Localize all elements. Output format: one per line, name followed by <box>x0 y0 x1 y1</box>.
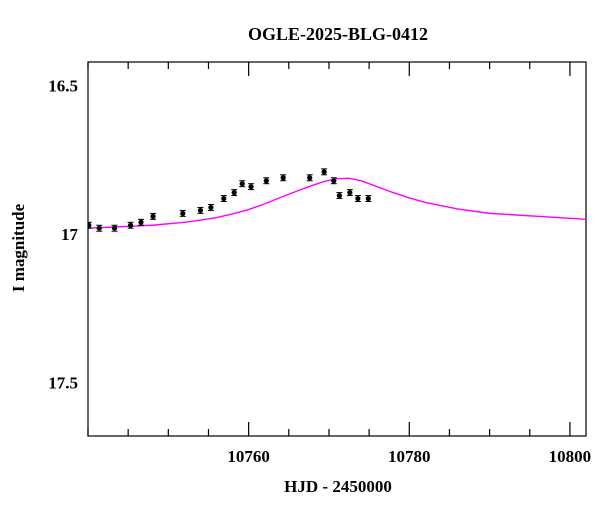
data-points <box>88 168 372 232</box>
x-axis-tick-labels: 10760 10780 10800 <box>227 447 591 466</box>
data-point <box>354 195 361 203</box>
data-point <box>111 224 118 232</box>
data-point-marker <box>239 181 245 187</box>
data-point-marker <box>127 222 134 228</box>
data-point <box>197 206 204 214</box>
data-point-marker <box>248 184 254 190</box>
data-point-marker <box>365 195 371 202</box>
x-tick-label: 10800 <box>549 447 592 466</box>
data-point <box>179 209 186 217</box>
data-point-marker <box>88 222 92 228</box>
y-tick-label: 17.5 <box>48 374 78 393</box>
data-point-marker <box>180 210 186 216</box>
model-curve <box>88 177 586 229</box>
data-point-marker <box>138 219 144 225</box>
x-axis-ticks <box>87 62 571 436</box>
data-point <box>239 180 246 188</box>
plot-content <box>88 168 586 232</box>
data-point-marker <box>321 169 327 175</box>
data-point <box>248 183 255 191</box>
data-point <box>336 192 343 200</box>
chart-title: OGLE-2025-BLG-0412 <box>248 24 428 44</box>
data-point <box>321 168 328 176</box>
y-tick-label: 17 <box>61 225 79 244</box>
data-point <box>280 174 287 182</box>
data-point-marker <box>111 225 118 231</box>
x-tick-label: 10760 <box>227 447 270 466</box>
data-point <box>306 174 313 182</box>
y-axis-tick-labels: 16.5 17 17.5 <box>48 77 78 393</box>
y-tick-label: 16.5 <box>48 77 78 96</box>
data-point <box>207 203 214 211</box>
data-point-marker <box>347 190 353 196</box>
data-point-marker <box>331 178 337 184</box>
data-point <box>138 218 145 226</box>
data-point <box>220 195 227 203</box>
data-point-marker <box>197 207 204 214</box>
data-point <box>96 224 103 232</box>
data-point <box>150 212 157 220</box>
data-point <box>231 189 238 197</box>
data-point-marker <box>96 225 102 231</box>
data-point-marker <box>221 195 227 202</box>
data-point-marker <box>355 195 361 202</box>
y-axis-label: I magnitude <box>9 203 28 292</box>
data-point-marker <box>263 178 269 184</box>
data-point <box>330 177 337 185</box>
x-tick-label: 10780 <box>388 447 431 466</box>
data-point-marker <box>280 175 286 181</box>
data-point <box>346 189 353 197</box>
data-point-marker <box>150 213 156 219</box>
x-axis-label: HJD - 2450000 <box>284 477 392 496</box>
plot-area-frame <box>87 61 587 437</box>
data-point <box>365 195 372 203</box>
data-point-marker <box>336 192 343 199</box>
data-point-marker <box>208 204 214 211</box>
data-point <box>88 221 92 229</box>
data-point <box>263 177 270 185</box>
data-point-marker <box>231 190 237 196</box>
data-point <box>127 221 134 229</box>
data-point-marker <box>307 175 313 181</box>
